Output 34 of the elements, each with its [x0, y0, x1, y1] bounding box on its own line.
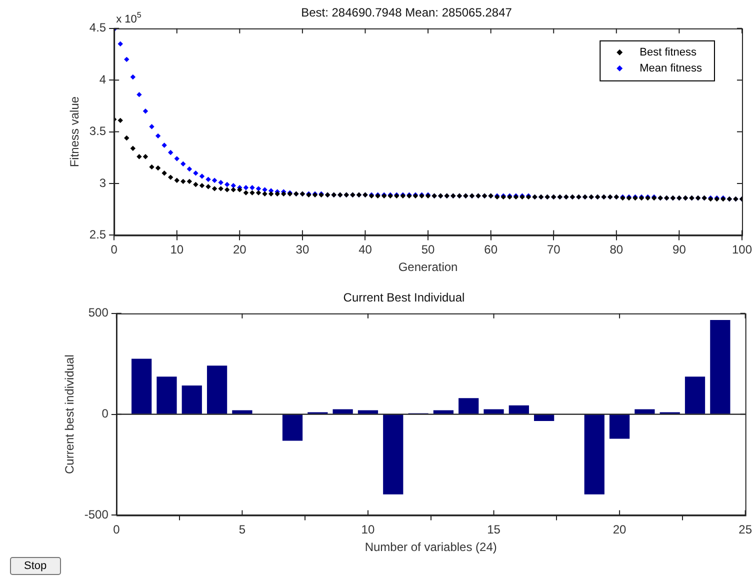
y-tick-label: 3.5	[89, 124, 106, 138]
x-axis-title: Generation	[398, 260, 458, 274]
y-tick-label: -500	[84, 508, 109, 522]
y-axis-title: Fitness value	[68, 96, 82, 168]
x-tick-label: 60	[484, 242, 498, 257]
y-tick-label: 0	[102, 406, 109, 421]
x-axis-title: Number of variables (24)	[364, 540, 497, 554]
x-tick-label: 10	[361, 522, 375, 537]
x-tick-label: 70	[546, 242, 561, 257]
chart-title: Best: 284690.7948 Mean: 285065.2847	[301, 6, 512, 20]
x-tick-label: 0	[113, 522, 120, 537]
x-tick-label: 15	[487, 522, 501, 537]
x-tick-label: 40	[358, 242, 372, 257]
x-tick-label: 5	[238, 522, 246, 537]
x-tick-label: 90	[672, 242, 686, 257]
x-tick-label: 50	[421, 242, 436, 257]
y-tick-label: 4.5	[89, 20, 106, 35]
y-tick-label: 2.5	[89, 228, 106, 242]
y-tick-label: 500	[88, 306, 109, 320]
y-tick-label: 3	[99, 176, 106, 190]
x-tick-label: 10	[170, 242, 184, 257]
chart-title: Current Best Individual	[343, 290, 465, 305]
stop-button: Stop	[10, 557, 61, 575]
y-axis-title: Current best individual	[62, 354, 77, 474]
legend-label: Mean fitness	[640, 62, 702, 74]
x-tick-label: 20	[232, 242, 247, 257]
x-tick-label: 30	[296, 242, 310, 257]
x-tick-label: 20	[612, 522, 627, 537]
x-tick-label: 80	[610, 242, 624, 257]
x-tick-label: 100	[732, 242, 752, 257]
x-tick-label: 25	[738, 522, 752, 537]
legend-label: Best fitness	[640, 46, 697, 58]
x-tick-label: 0	[110, 242, 118, 257]
y-tick-label: 4	[99, 72, 106, 86]
